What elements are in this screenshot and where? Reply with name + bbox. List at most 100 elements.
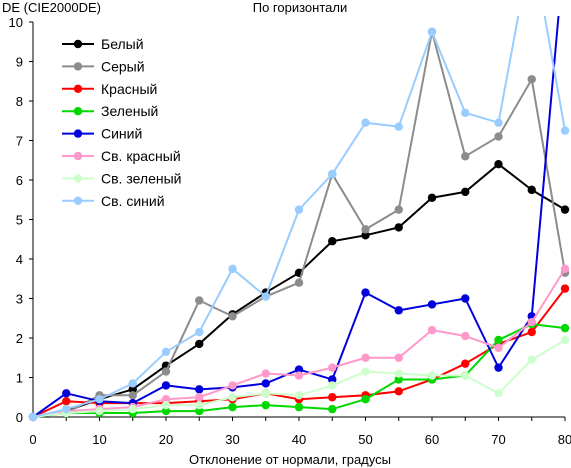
data-point <box>527 327 536 337</box>
data-point <box>494 118 503 127</box>
x-tick-label: 30 <box>225 432 239 447</box>
data-point <box>461 371 470 380</box>
data-point <box>195 327 204 337</box>
y-tick-label: 10 <box>9 15 23 30</box>
y-tick-label: 9 <box>16 55 23 70</box>
data-point <box>560 284 570 293</box>
data-point <box>228 402 237 412</box>
data-point <box>261 400 270 410</box>
chart-title: По горизонтали <box>253 0 347 15</box>
legend-marker <box>73 62 83 71</box>
data-point <box>128 391 137 400</box>
data-point <box>361 288 370 297</box>
y-axis-label: DE (CIE2000DE) <box>2 0 101 15</box>
y-tick-label: 2 <box>16 331 23 346</box>
data-point <box>161 406 171 416</box>
data-point <box>294 371 304 380</box>
y-tick-label: 3 <box>16 292 23 307</box>
axes: 0 1 2 3 4 5 6 7 8 9 10 0 10 20 30 40 50 60 70 80 <box>9 15 571 447</box>
data-point <box>394 375 403 384</box>
legend-label: Серый <box>101 58 145 74</box>
data-point <box>128 379 137 388</box>
data-point <box>494 389 503 398</box>
data-point <box>328 404 337 414</box>
data-point <box>228 264 237 274</box>
data-point <box>394 122 403 131</box>
data-point <box>161 400 171 410</box>
data-point <box>494 363 503 372</box>
x-tick-label: 40 <box>292 432 306 447</box>
data-point <box>394 353 403 362</box>
data-point <box>361 118 370 127</box>
x-tick-label: 20 <box>159 432 173 447</box>
data-point <box>161 381 171 390</box>
legend-marker <box>73 196 83 205</box>
data-point <box>427 27 437 37</box>
data-point <box>95 406 104 416</box>
data-point <box>294 365 304 374</box>
data-point <box>294 402 304 412</box>
data-point <box>560 335 570 345</box>
x-tick-label: 50 <box>358 432 372 447</box>
x-tick-label: 10 <box>92 432 106 447</box>
legend-label: Белый <box>101 36 144 52</box>
x-tick-label: 80 <box>558 432 571 447</box>
data-point <box>328 169 337 179</box>
data-point <box>461 108 470 118</box>
legend-label: Зеленый <box>101 103 158 119</box>
data-point <box>494 160 503 169</box>
data-point <box>361 231 370 240</box>
data-point <box>527 185 536 195</box>
data-point <box>394 387 403 396</box>
data-point <box>195 393 204 402</box>
data-point <box>261 389 270 398</box>
data-point <box>361 353 370 362</box>
data-point <box>28 412 38 422</box>
data-point <box>427 325 437 335</box>
data-point <box>394 223 403 232</box>
legend-marker <box>73 39 83 49</box>
y-tick-label: 0 <box>16 410 23 425</box>
data-point <box>228 312 237 321</box>
data-point <box>195 385 204 394</box>
data-point <box>62 389 71 398</box>
data-point <box>294 278 304 287</box>
x-tick-label: 0 <box>29 432 36 447</box>
data-point <box>394 205 403 214</box>
data-point <box>261 369 270 378</box>
data-point <box>461 152 470 161</box>
data-point <box>560 323 570 333</box>
data-point <box>328 363 337 372</box>
data-point <box>195 339 204 349</box>
data-point <box>527 75 536 84</box>
data-point <box>328 237 337 246</box>
data-point <box>261 292 270 301</box>
data-point <box>461 331 470 341</box>
data-point <box>494 335 503 345</box>
data-point <box>228 393 237 402</box>
data-point <box>494 343 503 353</box>
x-axis-label: Отклонение от нормали, градусы <box>189 452 391 467</box>
data-point <box>228 381 237 390</box>
data-point <box>161 347 171 357</box>
data-point <box>560 205 570 214</box>
x-tick-label: 60 <box>425 432 439 447</box>
data-point <box>161 395 171 404</box>
data-point <box>560 264 570 274</box>
legend-label: Св. красный <box>101 148 181 164</box>
y-tick-label: 5 <box>16 213 23 228</box>
plot-area <box>28 16 570 422</box>
data-point <box>328 375 337 384</box>
data-point <box>161 367 171 376</box>
legend-label: Красный <box>101 81 157 97</box>
data-point <box>394 369 403 378</box>
legend-marker <box>73 84 83 94</box>
data-point <box>294 205 304 214</box>
legend-marker <box>73 107 83 116</box>
data-point <box>527 318 536 327</box>
data-point <box>128 404 137 414</box>
data-point <box>95 395 104 404</box>
y-tick-label: 7 <box>16 134 23 149</box>
